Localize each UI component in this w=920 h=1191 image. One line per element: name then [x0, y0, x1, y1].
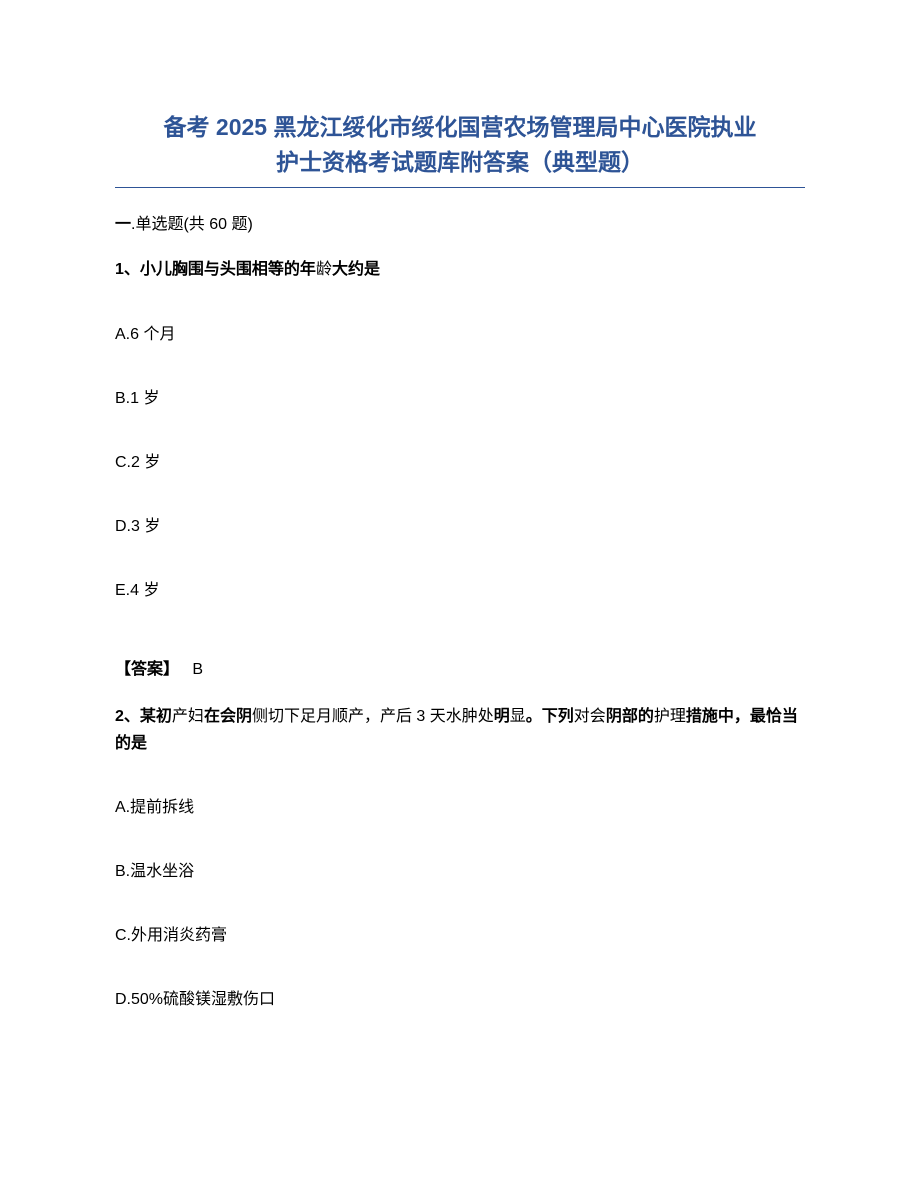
title-underline — [115, 187, 805, 188]
q2-option-c: C.外用消炎药膏 — [115, 921, 805, 945]
q1-stem-b1: 相等的年 — [252, 261, 316, 278]
q1-number: 1、 — [115, 261, 140, 278]
q1-stem-b2: 大约是 — [332, 261, 380, 278]
title-line-1: 备考 2025 黑龙江绥化市绥化国营农场管理局中心医院执业 — [115, 110, 805, 145]
document-title: 备考 2025 黑龙江绥化市绥化国营农场管理局中心医院执业 护士资格考试题库附答… — [115, 110, 805, 179]
section-count: (共 60 题) — [183, 216, 252, 233]
q2-pl2: 侧切下足月顺产，产后 3 天水肿处 — [252, 708, 494, 725]
q2-pl3: 显 — [510, 708, 526, 725]
q1-option-b: B.1 岁 — [115, 384, 805, 408]
q1-answer-value: B — [192, 661, 203, 678]
q2-pl4: 对会 — [574, 708, 606, 725]
q2-b4: 阴部的 — [606, 708, 654, 725]
q2-b2: 明 — [494, 708, 510, 725]
q2-number: 2、 — [115, 708, 140, 725]
q2-pl5: 护理 — [654, 708, 686, 725]
q1-stem-p1: 小儿胸围与头围 — [140, 261, 252, 278]
q1-answer-label: 【答案】 — [115, 661, 179, 678]
q1-option-c: C.2 岁 — [115, 448, 805, 472]
q2-option-a: A.提前拆线 — [115, 793, 805, 817]
q1-option-a: A.6 个月 — [115, 320, 805, 344]
q2-p1: 某初 — [140, 708, 172, 725]
section-prefix: 一 — [115, 216, 131, 233]
q2-b3: 。下列 — [526, 708, 574, 725]
section-middle: .单选题 — [131, 216, 183, 233]
q2-option-b: B.温水坐浴 — [115, 857, 805, 881]
question-1-stem: 1、小儿胸围与头围相等的年龄大约是 — [115, 258, 805, 282]
q2-b1: 在会阴 — [204, 708, 252, 725]
q1-answer: 【答案】 B — [115, 655, 805, 679]
q1-option-e: E.4 岁 — [115, 576, 805, 600]
question-2-stem: 2、某初产妇在会阴侧切下足月顺产，产后 3 天水肿处明显。下列对会阴部的护理措施… — [115, 703, 805, 757]
q1-option-d: D.3 岁 — [115, 512, 805, 536]
title-line-2: 护士资格考试题库附答案（典型题） — [115, 145, 805, 180]
q2-pl1: 产妇 — [172, 708, 204, 725]
q2-option-d: D.50%硫酸镁湿敷伤口 — [115, 985, 805, 1009]
section-header: 一.单选题(共 60 题) — [115, 210, 805, 234]
q1-stem-p2: 龄 — [316, 261, 332, 278]
